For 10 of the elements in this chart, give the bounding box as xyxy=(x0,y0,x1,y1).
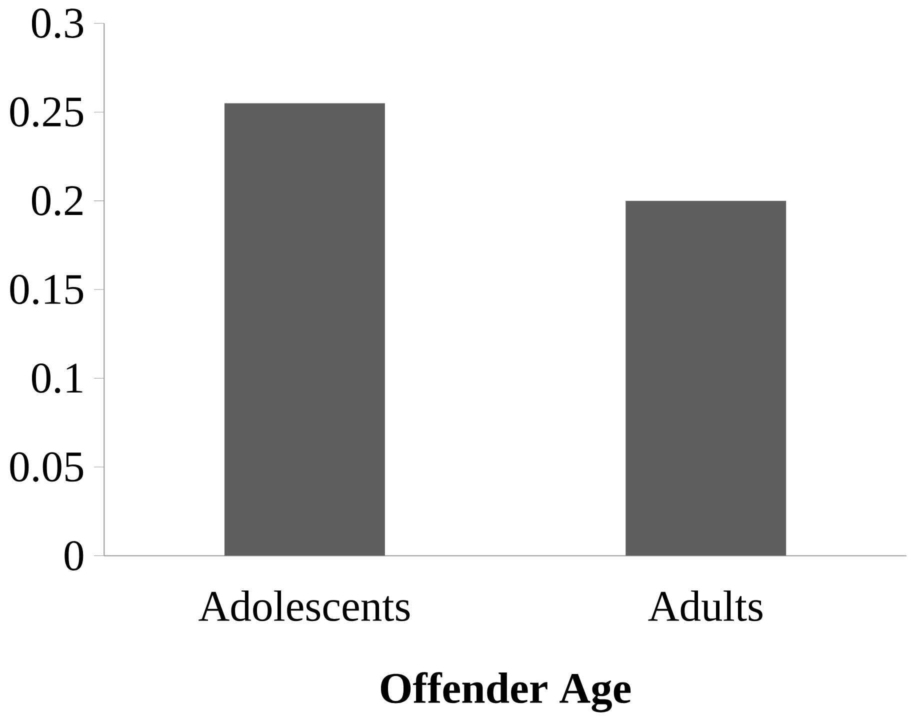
y-tick-label: 0.25 xyxy=(10,97,84,127)
y-tick-label: 0.15 xyxy=(10,274,84,304)
x-tick-label: Adolescents xyxy=(198,590,410,622)
y-tick-label: 0.1 xyxy=(32,364,82,394)
y-tick-label: 0 xyxy=(64,541,84,571)
x-tick-label: Adults xyxy=(648,590,762,622)
y-tick-label: 0.3 xyxy=(32,8,84,38)
x-axis-title: Offender Age xyxy=(380,672,631,712)
y-tick-label: 0.2 xyxy=(32,186,82,216)
y-tick-label: 0.05 xyxy=(10,452,84,482)
